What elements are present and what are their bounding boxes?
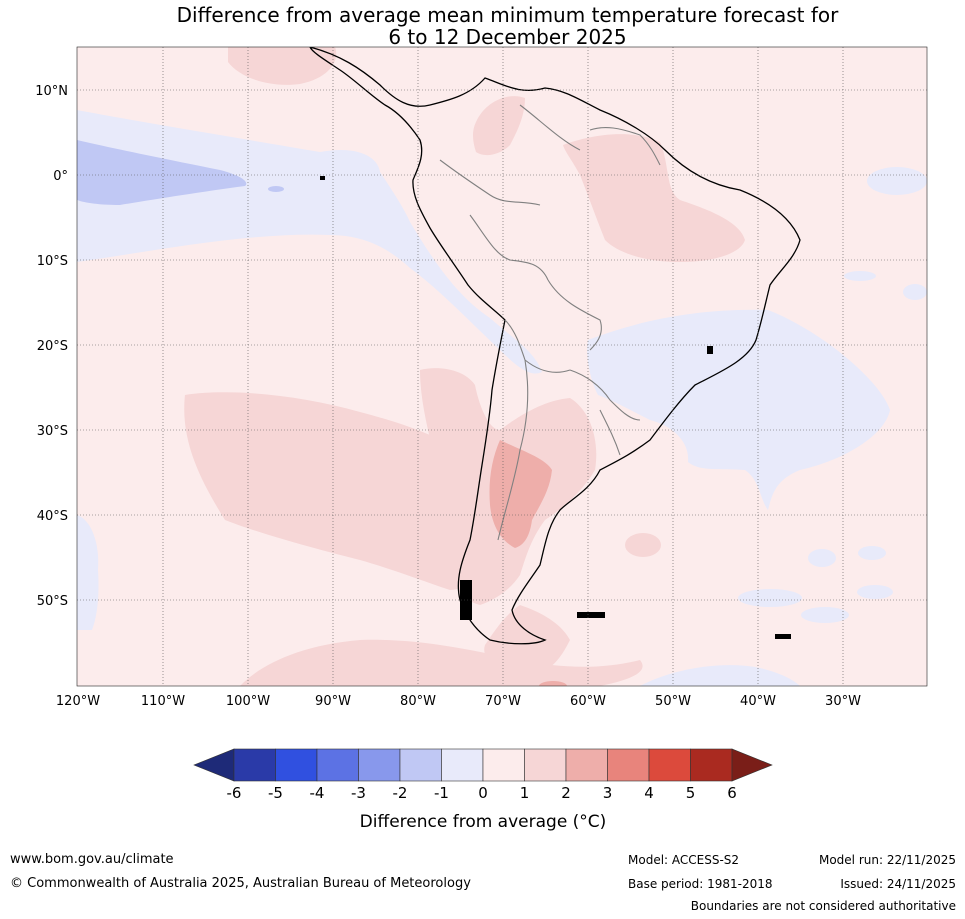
lat-label: 0°	[53, 169, 68, 184]
colorbar-tick-label: 0	[478, 784, 488, 802]
colorbar-segment	[358, 748, 401, 782]
lon-label: 80°W	[400, 694, 436, 709]
anomaly-patch-cool	[738, 589, 802, 607]
anomaly-region-cool-southeast	[640, 665, 800, 686]
title-line-2: 6 to 12 December 2025	[388, 25, 627, 49]
colorbar-extend-low	[193, 748, 235, 782]
colorbar-segment	[524, 748, 567, 782]
title-line-1: Difference from average mean minimum tem…	[176, 3, 839, 27]
colorbar-tick-label: 3	[603, 784, 613, 802]
map-frame	[76, 46, 928, 687]
footer-base-period: Base period: 1981-2018	[628, 877, 773, 891]
colorbar-tick-label: 2	[561, 784, 571, 802]
lon-label: 110°W	[141, 694, 185, 709]
footer-model: Model: ACCESS-S2	[628, 853, 740, 867]
lat-label: 40°S	[37, 509, 68, 524]
anomaly-patch-cool	[867, 167, 927, 195]
colorbar-tick-label: 1	[520, 784, 530, 802]
anomaly-region-warm-colombia	[473, 96, 525, 156]
lon-label: 70°W	[485, 694, 521, 709]
map-title: Difference from average mean minimum tem…	[0, 4, 965, 48]
colorbar-label: Difference from average (°C)	[360, 812, 607, 832]
footer-issued: Issued: 24/11/2025	[840, 877, 956, 891]
map-gridlines	[77, 47, 927, 686]
anomaly-region-cool-southwest	[77, 515, 99, 630]
anomaly-region-cool-brazil	[587, 309, 890, 510]
colorbar-segment	[690, 748, 733, 782]
anomaly-patch-cool	[858, 546, 886, 560]
anomaly-region-hot-patagonia	[489, 440, 552, 548]
latitude-labels: 10°N 0° 10°S 20°S 30°S 40°S 50°S	[35, 84, 68, 609]
footer-url: www.bom.gov.au/climate	[10, 852, 174, 867]
colorbar-segment	[233, 748, 276, 782]
footer-model-run: Model run: 22/11/2025	[818, 853, 956, 867]
anomaly-patch-hot	[539, 681, 567, 686]
anomaly-patch-cold	[268, 186, 284, 192]
colorbar-tick-label: -4	[310, 784, 325, 802]
colorbar-segment	[441, 748, 484, 782]
anomaly-patch-cool	[844, 271, 876, 281]
islands	[320, 176, 791, 639]
lon-label: 60°W	[570, 694, 606, 709]
lon-label: 40°W	[740, 694, 776, 709]
colorbar-segment	[399, 748, 442, 782]
colorbar-tick-label: -6	[227, 784, 242, 802]
lon-label: 120°W	[56, 694, 100, 709]
continent-coastline	[309, 47, 801, 645]
country-borders	[439, 104, 661, 541]
footer-copyright: © Commonwealth of Australia 2025, Austra…	[10, 876, 471, 891]
colorbar-extend-high	[731, 748, 773, 782]
colorbar-tick-label: -5	[268, 784, 283, 802]
lat-label: 20°S	[37, 339, 68, 354]
colorbar-segment	[648, 748, 691, 782]
colorbar-segment	[275, 748, 318, 782]
anomaly-region-warm-north-pacific	[228, 47, 337, 85]
colorbar-segment	[565, 748, 608, 782]
lon-label: 30°W	[825, 694, 861, 709]
anomaly-patch-cool	[857, 585, 893, 599]
footer-disclaimer: Boundaries are not considered authoritat…	[690, 899, 956, 913]
colorbar-segment	[316, 748, 359, 782]
colorbar-tick-label: -2	[393, 784, 408, 802]
colorbar-segment	[607, 748, 650, 782]
lon-label: 100°W	[226, 694, 270, 709]
lat-label: 10°N	[35, 84, 68, 99]
anomaly-region-cold-pacific	[77, 140, 247, 205]
anomaly-patch-cool	[801, 607, 849, 623]
anomaly-patch-cool	[808, 549, 836, 567]
anomaly-region-warm-far-south	[240, 639, 643, 686]
anomaly-region-warm-south-pacific	[184, 392, 487, 590]
colorbar: -6 -5 -4 -3 -2 -1 0 1 2 3 4 5 6	[193, 748, 773, 802]
colorbar-tick-label: -1	[434, 784, 449, 802]
longitude-labels: 120°W 110°W 100°W 90°W 80°W 70°W 60°W 50…	[56, 694, 861, 709]
lat-label: 10°S	[37, 254, 68, 269]
colorbar-tick-label: 6	[727, 784, 737, 802]
colorbar-tick-label: 5	[686, 784, 696, 802]
lat-label: 30°S	[37, 424, 68, 439]
colorbar-tick-label: 4	[644, 784, 654, 802]
lat-label: 50°S	[37, 594, 68, 609]
anomaly-patch-warm	[625, 533, 661, 557]
anomaly-patch-cool	[903, 284, 927, 300]
map-panel	[77, 47, 927, 686]
colorbar-tick-label: -3	[351, 784, 366, 802]
anomaly-region-warm-brazil-north	[563, 134, 745, 262]
colorbar-segment	[482, 748, 525, 782]
lon-label: 90°W	[315, 694, 351, 709]
lon-label: 50°W	[655, 694, 691, 709]
